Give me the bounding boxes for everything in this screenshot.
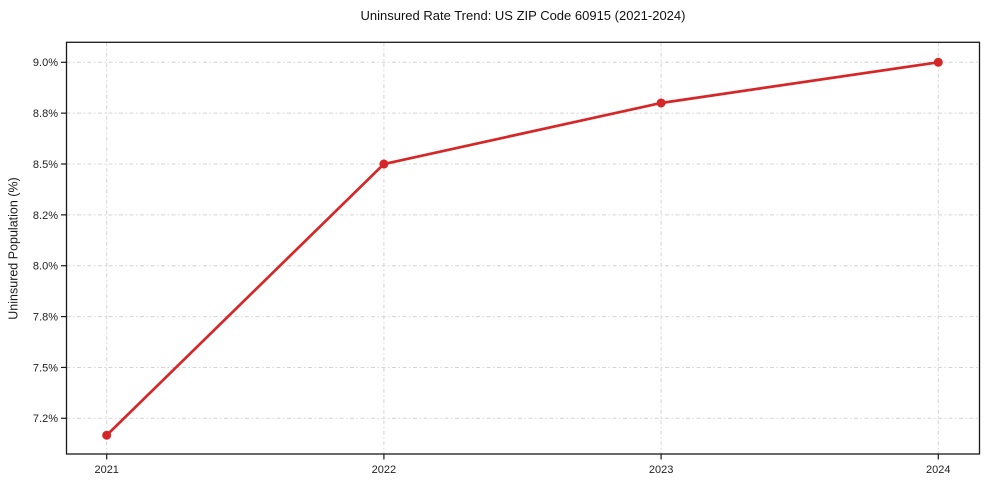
y-tick-label: 7.8% (33, 311, 58, 323)
plot-frame (65, 41, 981, 455)
data-point-2021 (102, 430, 112, 440)
data-point-2024 (933, 57, 943, 67)
x-tick-label: 2022 (372, 464, 396, 476)
data-point-2023 (656, 98, 666, 108)
y-tick-label: 8.0% (33, 261, 58, 273)
y-tick-label: 9.0% (33, 57, 58, 69)
x-tick-label: 2024 (926, 464, 950, 476)
gridlines (66, 42, 980, 454)
y-tick-label: 7.2% (33, 413, 58, 425)
trend-line (105, 60, 939, 437)
axes: 9.0% 8.8% 8.5% 8.2% 8.0% 7.8% 7.5% 7.2% 2021 2022… (33, 41, 981, 476)
chart-title: Uninsured Rate Trend: US ZIP Code 60915 … (361, 8, 686, 23)
y-tick-label: 8.5% (33, 159, 58, 171)
x-tick-label: 2021 (94, 464, 118, 476)
y-tick-label: 7.5% (33, 362, 58, 374)
data-point-2022 (379, 159, 389, 169)
x-tick-label: 2023 (649, 464, 673, 476)
y-axis-label: Uninsured Population (%) (7, 177, 21, 319)
data-series (102, 57, 943, 440)
y-tick-label: 8.2% (33, 210, 58, 222)
y-tick-label: 8.8% (33, 108, 58, 120)
